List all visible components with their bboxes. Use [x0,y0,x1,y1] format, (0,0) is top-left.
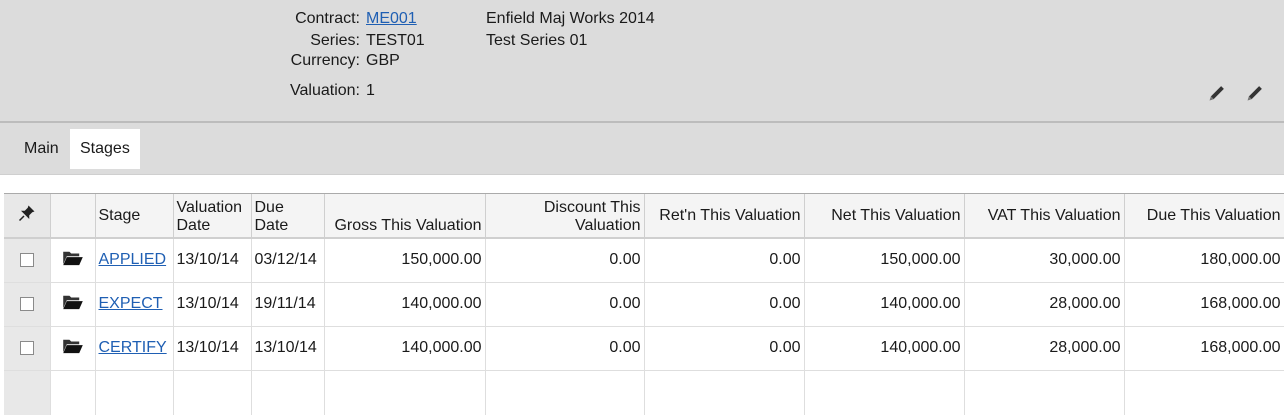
empty-cell [251,370,325,415]
valuation-date-cell: 13/10/14 [173,238,252,283]
row-select-cell[interactable] [4,326,51,371]
empty-cell [50,370,96,415]
column-header-retn[interactable]: Ret'n This Valuation [644,194,805,239]
series-value: TEST01 [366,32,425,49]
row-select-cell[interactable] [4,282,51,327]
table-row[interactable]: APPLIED 13/10/14 03/12/14 150,000.00 0.0… [4,238,1284,283]
table-row[interactable]: CERTIFY 13/10/14 13/10/14 140,000.00 0.0… [4,326,1284,371]
due-date-cell: 13/10/14 [251,326,325,371]
due-date-cell: 03/12/14 [251,238,325,283]
column-header-vat[interactable]: VAT This Valuation [964,194,1125,239]
stages-grid: Stage Valuation Date Due Date Gross This… [4,193,1284,415]
due-cell: 168,000.00 [1124,282,1284,327]
table-row[interactable]: EXPECT 13/10/14 19/11/14 140,000.00 0.00… [4,282,1284,327]
net-cell: 140,000.00 [804,326,965,371]
empty-cell [1124,370,1284,415]
contract-link[interactable]: ME001 [366,10,417,27]
empty-cell [804,370,965,415]
contract-header-panel: Contract: ME001 Enfield Maj Works 2014 S… [0,0,1284,123]
row-checkbox[interactable] [19,296,34,311]
due-cell: 168,000.00 [1124,326,1284,371]
pin-icon[interactable] [18,204,36,222]
gross-cell: 150,000.00 [324,238,486,283]
valuation-date-cell: 13/10/14 [173,326,252,371]
net-cell: 150,000.00 [804,238,965,283]
row-select-cell[interactable] [4,238,51,283]
discount-cell: 0.00 [485,282,645,327]
retn-cell: 0.00 [644,326,805,371]
column-header-stage[interactable]: Stage [95,194,174,239]
column-header-net[interactable]: Net This Valuation [804,194,965,239]
stage-link[interactable]: EXPECT [95,282,174,327]
folder-cell[interactable] [50,326,96,371]
tab-bar: Main Stages [0,123,1284,175]
column-header-discount[interactable]: Discount This Valuation [485,194,645,239]
contract-description: Enfield Maj Works 2014 [486,10,655,27]
empty-cell [173,370,252,415]
valuation-label: Valuation: [290,82,360,99]
folder-column-header [50,194,96,239]
empty-cell [324,370,486,415]
empty-cell [964,370,1125,415]
vat-cell: 28,000.00 [964,326,1125,371]
retn-cell: 0.00 [644,238,805,283]
empty-cell [485,370,645,415]
vat-cell: 30,000.00 [964,238,1125,283]
series-description: Test Series 01 [486,32,588,49]
stage-link[interactable]: APPLIED [95,238,174,283]
tab-stages[interactable]: Stages [70,129,140,169]
retn-cell: 0.00 [644,282,805,327]
folder-cell[interactable] [50,238,96,283]
discount-cell: 0.00 [485,326,645,371]
stage-link[interactable]: CERTIFY [95,326,174,371]
net-cell: 140,000.00 [804,282,965,327]
vat-cell: 28,000.00 [964,282,1125,327]
valuation-date-cell: 13/10/14 [173,282,252,327]
gross-cell: 140,000.00 [324,282,486,327]
column-header-gross[interactable]: Gross This Valuation [324,194,486,239]
row-checkbox[interactable] [19,340,34,355]
empty-select-cell [4,370,51,415]
row-checkbox[interactable] [19,253,34,268]
folder-icon[interactable] [62,250,84,266]
tab-main[interactable]: Main [24,140,59,157]
due-cell: 180,000.00 [1124,238,1284,283]
empty-cell [95,370,174,415]
table-header-row: Stage Valuation Date Due Date Gross This… [4,194,1284,239]
empty-cell [644,370,805,415]
currency-label: Currency: [290,52,360,69]
discount-cell: 0.00 [485,238,645,283]
pin-column-header[interactable] [4,194,51,239]
gross-cell: 140,000.00 [324,326,486,371]
pencil-icon[interactable] [1206,82,1228,104]
folder-cell[interactable] [50,282,96,327]
due-date-cell: 19/11/14 [251,282,325,327]
column-header-due[interactable]: Due This Valuation [1124,194,1284,239]
folder-icon[interactable] [62,338,84,354]
contract-label: Contract: [295,10,360,27]
series-label: Series: [310,32,360,49]
column-header-valuation-date[interactable]: Valuation Date [173,194,252,239]
column-header-due-date[interactable]: Due Date [251,194,325,239]
stages-table: Stage Valuation Date Due Date Gross This… [4,194,1284,415]
folder-icon[interactable] [62,294,84,310]
currency-value: GBP [366,52,400,69]
valuation-value: 1 [366,82,375,99]
pencil-icon[interactable] [1244,82,1266,104]
empty-row [4,370,1284,415]
